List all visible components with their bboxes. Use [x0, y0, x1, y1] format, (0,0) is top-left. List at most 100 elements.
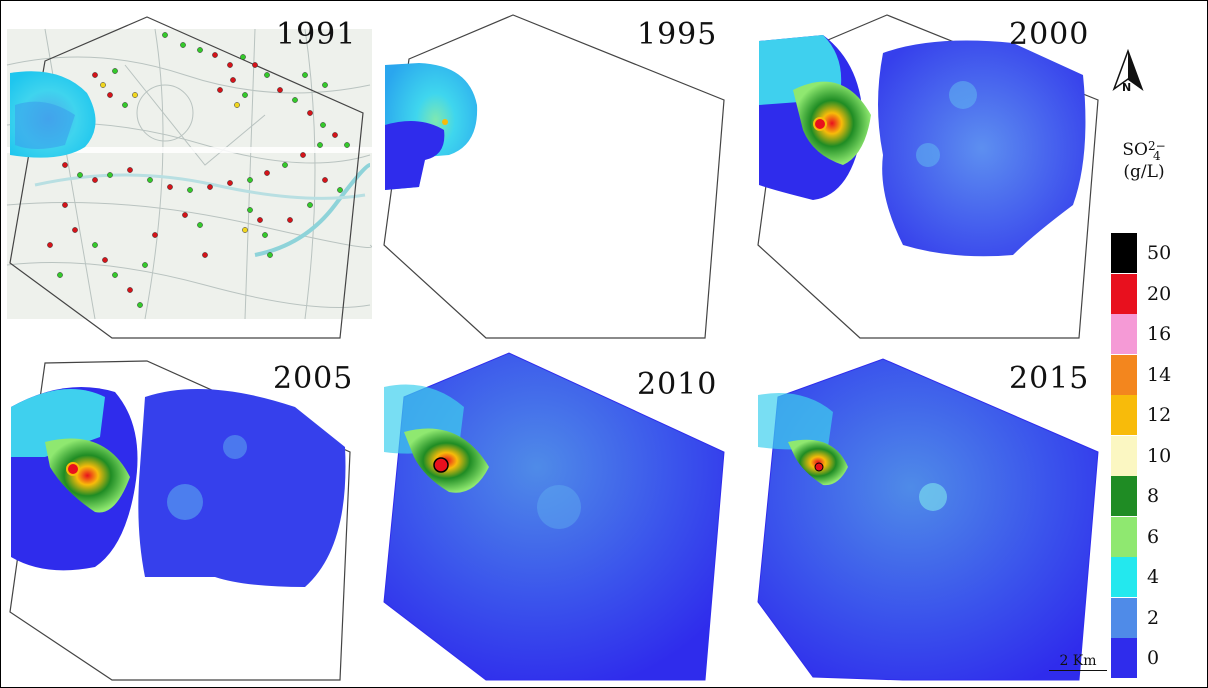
sampling-point: [132, 92, 138, 98]
sampling-point: [72, 227, 78, 233]
legend-swatch-16: [1111, 314, 1137, 354]
sampling-point: [142, 262, 148, 268]
sampling-point: [107, 92, 113, 98]
sampling-point: [267, 252, 273, 258]
sampling-points: [47, 32, 350, 308]
legend-label-8: 8: [1147, 485, 1160, 507]
sampling-point: [62, 202, 68, 208]
scale-bar: 2 Km: [1049, 653, 1107, 671]
sampling-point: [202, 252, 208, 258]
panel-2010: 2010: [379, 347, 749, 687]
river: [34, 173, 366, 200]
sampling-point: [277, 87, 283, 93]
sampling-point: [92, 72, 98, 78]
map-2015: [757, 358, 1099, 681]
year-label: 2005: [273, 361, 354, 396]
sampling-point: [322, 177, 328, 183]
legend-label-4: 4: [1147, 566, 1160, 588]
panel-2000: 2000: [753, 5, 1123, 345]
sampling-point: [182, 212, 188, 218]
sampling-point: [242, 227, 248, 233]
year-label: 2000: [1009, 17, 1090, 52]
hotspot: [66, 462, 80, 476]
map-2000: [757, 14, 1099, 339]
sampling-point: [262, 232, 268, 238]
field-variation: [537, 485, 581, 529]
legend-swatch-6: [1111, 516, 1137, 557]
legend-swatch-10: [1111, 435, 1137, 476]
legend-swatch-12: [1111, 395, 1137, 435]
sampling-point: [264, 72, 270, 78]
hotspot: [442, 119, 448, 125]
sampling-point: [240, 54, 246, 60]
legend-label-16: 16: [1147, 323, 1172, 345]
legend-label-10: 10: [1147, 444, 1172, 467]
hotspot: [814, 462, 824, 472]
panel-1995: 1995: [379, 5, 749, 345]
north-label: N: [1122, 81, 1132, 94]
sampling-point: [252, 62, 258, 68]
sampling-point: [344, 142, 350, 148]
sampling-point: [100, 82, 106, 88]
sampling-point: [307, 110, 313, 116]
sampling-point: [264, 170, 270, 176]
concentration-field: [383, 352, 725, 681]
field-variation: [916, 143, 940, 167]
panel-2005: 2005: [5, 347, 375, 687]
sampling-point: [62, 162, 68, 168]
map-2010: [383, 352, 725, 681]
sampling-point: [234, 102, 240, 108]
study-area-boundary: [383, 14, 725, 339]
sampling-point: [247, 207, 253, 213]
sampling-point: [107, 172, 113, 178]
north-arrow-icon: [1112, 48, 1144, 92]
concentration-field: [138, 389, 346, 587]
river: [254, 163, 371, 257]
sampling-point: [217, 87, 223, 93]
field-variation: [919, 483, 947, 511]
hotspot: [433, 457, 449, 473]
study-area-boundary: [9, 16, 364, 339]
concentration-field: [878, 40, 1086, 257]
panel-2015: 2015: [753, 347, 1123, 687]
sampling-point: [317, 142, 323, 148]
sampling-point: [292, 97, 298, 103]
legend-swatch-14: [1111, 354, 1137, 395]
sampling-point: [57, 272, 63, 278]
map-2005: [9, 360, 351, 681]
concentration-field: [793, 81, 871, 165]
field-variation: [223, 435, 247, 459]
sampling-point: [122, 102, 128, 108]
legend-swatch-2: [1111, 597, 1137, 638]
sampling-point: [112, 68, 118, 74]
sampling-point: [320, 122, 326, 128]
panel-1991: 1991: [5, 5, 375, 345]
sampling-point: [47, 242, 53, 248]
legend-label-50: 50: [1147, 242, 1172, 264]
sampling-point: [92, 177, 98, 183]
sampling-point: [257, 217, 263, 223]
sampling-point: [227, 180, 233, 186]
legend-label-0: 0: [1147, 647, 1160, 669]
year-label: 2010: [637, 367, 718, 402]
sampling-point: [302, 72, 308, 78]
legend-label-2: 2: [1147, 606, 1160, 629]
legend-swatch-0: [1111, 638, 1137, 678]
legend-label-14: 14: [1147, 363, 1172, 386]
map-seam: [7, 147, 372, 153]
sampling-point: [282, 162, 288, 168]
sampling-point: [102, 257, 108, 263]
sampling-point: [112, 272, 118, 278]
sampling-point: [307, 202, 313, 208]
hotspot: [813, 117, 827, 131]
sampling-point: [230, 77, 236, 83]
sampling-point: [127, 287, 133, 293]
concentration-field: [757, 358, 1099, 681]
sampling-point: [197, 47, 203, 53]
year-label: 2015: [1009, 361, 1090, 396]
legend-swatch-20: [1111, 273, 1137, 314]
legend-title: SO 2− 4 (g/L): [1109, 139, 1179, 183]
sampling-point: [287, 217, 293, 223]
sampling-point: [242, 92, 248, 98]
concentration-field: [758, 393, 833, 450]
